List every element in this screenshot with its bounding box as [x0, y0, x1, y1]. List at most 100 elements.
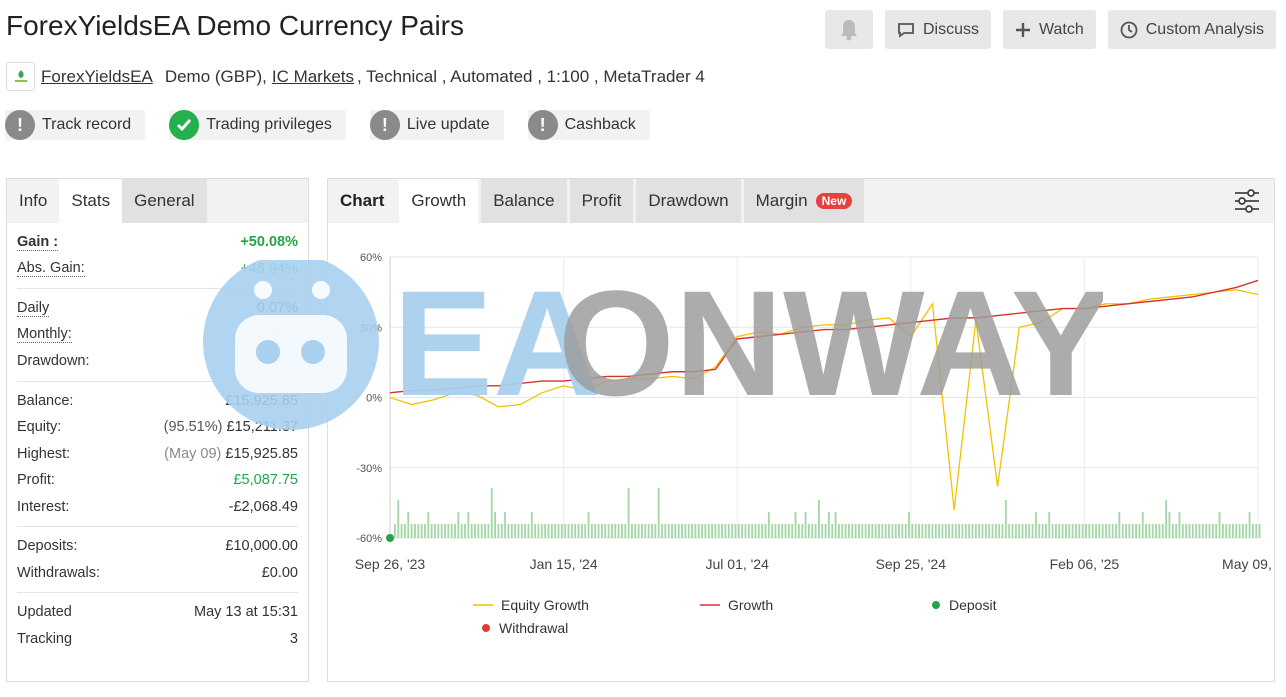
volume-bar [1058, 524, 1061, 538]
exclamation-icon: ! [369, 110, 400, 140]
legend-growth[interactable]: Growth [700, 597, 773, 613]
volume-bar [931, 524, 934, 538]
volume-bar [868, 524, 870, 538]
volume-bar [821, 524, 824, 538]
volume-bar [687, 524, 690, 538]
volume-bar [721, 524, 724, 538]
volume-bar [807, 524, 810, 538]
x-tick-label: Jan 15, '24 [530, 556, 598, 572]
stat-row-equity: Equity: (95.51%) £15,211.37 [17, 414, 298, 441]
volume-bar [951, 524, 954, 538]
volume-bar [1218, 512, 1221, 538]
volume-bar [801, 524, 804, 538]
volume-bar [1131, 524, 1134, 538]
volume-bar [494, 512, 496, 538]
volume-bar [824, 524, 827, 538]
volume-bar [938, 524, 941, 538]
volume-bar [737, 524, 740, 538]
stat-row-abs-gain: Abs. Gain: +46.94% [17, 256, 298, 283]
stat-label[interactable]: Abs. Gain: [17, 260, 85, 278]
tab-stats[interactable]: Stats [59, 179, 123, 223]
volume-bar [1188, 524, 1191, 538]
tab-chart[interactable]: Chart [328, 179, 397, 223]
volume-bar [1045, 524, 1047, 538]
volume-bar [814, 524, 817, 538]
stat-label[interactable]: Monthly: [17, 326, 72, 344]
volume-bar [791, 524, 794, 538]
system-name-link[interactable]: ForexYieldsEA [41, 66, 153, 86]
volume-bar [974, 524, 977, 538]
tab-margin[interactable]: Margin New [743, 179, 865, 223]
volume-bar [404, 524, 406, 538]
volume-bar [1228, 524, 1231, 538]
stat-row-tracking: Tracking 3 [17, 626, 298, 653]
volume-bar [1081, 524, 1084, 538]
volume-bar [964, 524, 967, 538]
top-actions: Discuss Watch Custom Analysis [824, 10, 1276, 49]
volume-bar [1024, 524, 1027, 538]
stat-label[interactable]: Gain : [17, 233, 59, 251]
volume-bar [998, 524, 1001, 538]
tab-info[interactable]: Info [19, 191, 48, 210]
volume-bar [484, 524, 486, 538]
volume-bar [434, 524, 436, 538]
notify-button[interactable] [824, 10, 873, 49]
stat-label: Interest: [17, 498, 70, 515]
check-icon [169, 110, 200, 140]
legend-withdrawal[interactable]: Withdrawal [481, 620, 568, 636]
stat-value-withdrawals: £0.00 [261, 564, 298, 581]
volume-bar [634, 524, 637, 538]
chart-panel: Chart Growth Balance Profit Drawdown Mar… [327, 178, 1275, 682]
volume-bar [891, 524, 894, 538]
tab-profit[interactable]: Profit [569, 179, 634, 223]
y-tick-label: -30% [356, 463, 382, 475]
volume-bar [764, 524, 767, 538]
tab-margin-label: Margin [755, 191, 808, 210]
volume-bar [1231, 524, 1234, 538]
tab-growth[interactable]: Growth [399, 179, 479, 223]
badge-cashback[interactable]: ! Cashback [527, 110, 650, 140]
volume-bar [1175, 524, 1178, 538]
volume-bar [514, 524, 517, 538]
volume-bar [1031, 524, 1034, 538]
watch-button[interactable]: Watch [1002, 10, 1096, 49]
volume-bar [1245, 524, 1248, 538]
status-badges: ! Track record Trading privileges ! Live… [5, 110, 650, 140]
volume-bar [1198, 524, 1201, 538]
custom-analysis-button[interactable]: Custom Analysis [1107, 10, 1276, 49]
volume-bar [517, 524, 520, 538]
volume-bar [1041, 524, 1044, 538]
stat-value-tracking: 3 [289, 630, 298, 647]
system-meta: ForexYieldsEA Demo (GBP), IC Markets , T… [6, 62, 705, 91]
tab-balance[interactable]: Balance [481, 179, 567, 223]
discuss-button[interactable]: Discuss [884, 10, 991, 49]
volume-bar [1101, 524, 1104, 538]
volume-bar [858, 524, 860, 538]
volume-bar [1178, 512, 1181, 538]
stat-row-drawdown: Drawdown: 62.94% [17, 348, 298, 375]
badge-trading-privileges[interactable]: Trading privileges [169, 110, 346, 140]
volume-bar [854, 524, 857, 538]
tab-drawdown[interactable]: Drawdown [636, 179, 741, 223]
volume-bar [1151, 524, 1154, 538]
broker-link[interactable]: IC Markets [271, 66, 355, 86]
stat-value-balance: £15,925.85 [225, 392, 298, 409]
volume-bar [547, 524, 550, 538]
volume-bar [1118, 512, 1121, 538]
volume-bar [550, 524, 553, 538]
legend-deposit[interactable]: Deposit [931, 597, 996, 613]
volume-bar [397, 500, 400, 538]
volume-bar [941, 524, 944, 538]
volume-bar [527, 524, 530, 538]
volume-bar [874, 524, 877, 538]
volume-bar [744, 524, 747, 538]
y-tick-label: 60% [360, 252, 382, 264]
chart-settings-button[interactable] [1234, 189, 1260, 218]
legend-equity-growth[interactable]: Equity Growth [473, 597, 589, 613]
stat-label[interactable]: Daily [17, 299, 50, 317]
badge-track-record[interactable]: ! Track record [5, 110, 146, 140]
badge-live-update[interactable]: ! Live update [369, 110, 504, 140]
volume-bar [961, 524, 964, 538]
tab-general[interactable]: General [122, 179, 207, 223]
volume-bar [504, 512, 507, 538]
